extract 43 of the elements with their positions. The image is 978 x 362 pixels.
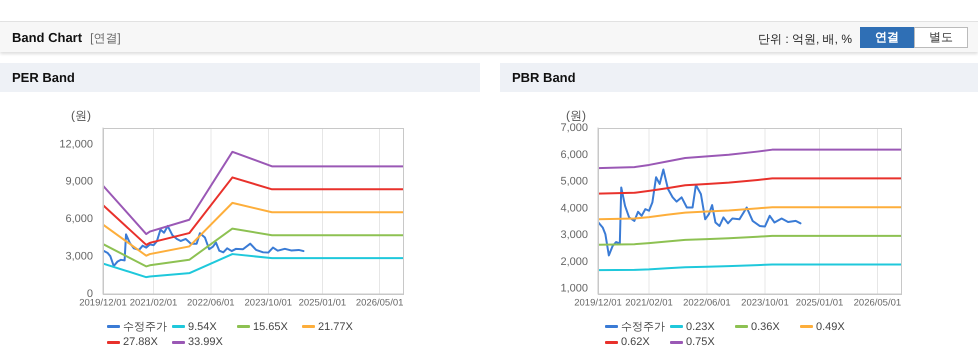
legend-label: 0.23X: [686, 320, 715, 332]
y-tick-label: 6,000: [560, 148, 588, 161]
x-tick-label: 2025/01/01: [796, 297, 844, 308]
legend-label: 0.75X: [686, 336, 715, 348]
x-tick-label: 2025/01/01: [298, 297, 346, 308]
x-tick-label: 2022/06/01: [187, 297, 235, 308]
x-tick-label: 2022/06/01: [683, 297, 731, 308]
legend-label: 15.65X: [253, 320, 288, 332]
y-tick-label: 7,000: [560, 122, 588, 134]
x-tick-label: 2026/05/01: [854, 297, 902, 308]
x-tick-label: 2021/02/01: [130, 297, 178, 308]
legend-label: 0.49X: [816, 320, 845, 332]
y-tick-label: 3,000: [560, 229, 588, 242]
text: [연결]: [90, 31, 121, 45]
x-tick-label: 2026/05/01: [356, 297, 404, 308]
y-axis-title: (원): [566, 108, 586, 122]
y-tick-label: 12,000: [59, 138, 93, 150]
y-tick-label: 5,000: [560, 176, 588, 188]
x-tick-label: 2023/10/01: [741, 297, 789, 308]
legend-label: 수정주가: [123, 320, 167, 334]
legend-label: 수정주가: [621, 320, 665, 334]
text: 연결: [860, 27, 914, 48]
chart-title: PBR Band: [500, 63, 978, 92]
legend-label: 21.77X: [318, 320, 353, 332]
y-tick-label: 2,000: [560, 256, 588, 268]
x-tick-label: 2021/02/01: [625, 297, 673, 308]
y-tick-label: 6,000: [65, 213, 93, 226]
text: 별도: [914, 27, 968, 48]
chart-title: PER Band: [0, 63, 480, 92]
y-tick-label: 1,000: [560, 282, 588, 295]
legend-label: 0.36X: [751, 320, 780, 332]
y-tick-label: 3,000: [65, 250, 93, 263]
legend-label: 33.99X: [188, 336, 223, 348]
legend-label: 0.62X: [621, 336, 650, 348]
y-tick-label: 9,000: [65, 176, 93, 188]
x-tick-label: 2023/10/01: [244, 297, 292, 308]
y-axis-title: (원): [71, 108, 91, 122]
text: 단위 : 억원, 배, %: [758, 31, 852, 48]
y-tick-label: 4,000: [560, 202, 588, 214]
text: Band Chart: [12, 30, 82, 45]
x-tick-label: 2019/12/01: [574, 297, 622, 308]
legend-label: 27.88X: [123, 336, 158, 348]
legend-label: 9.54X: [188, 320, 217, 332]
